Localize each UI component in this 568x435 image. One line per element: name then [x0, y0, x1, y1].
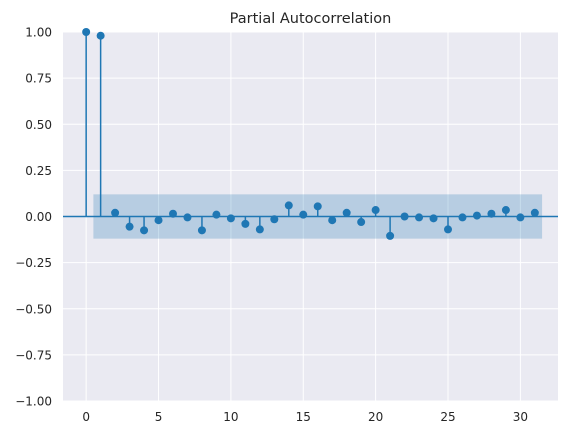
- y-tick-label: −0.75: [15, 348, 52, 362]
- y-tick-label: −0.50: [15, 302, 52, 316]
- marker-lag-28: [487, 209, 496, 218]
- marker-lag-20: [371, 206, 380, 215]
- x-axis-ticks: 0 5 10 15 20 25 30: [82, 410, 528, 424]
- x-tick-label: 0: [82, 410, 90, 424]
- marker-lag-13: [270, 215, 279, 224]
- marker-lag-7: [183, 213, 192, 222]
- marker-lag-11: [241, 219, 250, 228]
- y-tick-label: −1.00: [15, 395, 52, 409]
- marker-lag-17: [328, 216, 337, 225]
- marker-lag-31: [530, 208, 539, 217]
- marker-lag-23: [415, 213, 424, 222]
- marker-lag-22: [400, 212, 409, 221]
- x-tick-label: 5: [155, 410, 163, 424]
- marker-lag-29: [501, 206, 510, 215]
- marker-lag-10: [226, 214, 235, 223]
- y-tick-label: 0.50: [25, 118, 52, 132]
- marker-lag-14: [284, 201, 293, 210]
- marker-lag-5: [154, 216, 163, 225]
- y-tick-label: 0.25: [25, 164, 52, 178]
- marker-lag-6: [169, 209, 177, 218]
- x-tick-label: 25: [440, 410, 455, 424]
- marker-lag-0: [82, 28, 91, 36]
- marker-lag-30: [516, 213, 525, 222]
- marker-lag-21: [386, 231, 395, 240]
- x-tick-label: 15: [296, 410, 311, 424]
- marker-lag-15: [299, 210, 308, 219]
- marker-lag-1: [96, 31, 105, 40]
- marker-lag-24: [429, 214, 438, 223]
- y-tick-label: 1.00: [25, 26, 52, 40]
- marker-lag-19: [357, 218, 366, 227]
- x-tick-label: 30: [513, 410, 528, 424]
- y-axis-ticks: −1.00 −0.75 −0.50 −0.25 0.00 0.25 0.50 0.75 1.00: [15, 26, 52, 409]
- y-tick-label: 0.00: [25, 210, 52, 224]
- marker-lag-8: [197, 226, 206, 235]
- y-tick-label: 0.75: [25, 72, 52, 86]
- marker-lag-3: [125, 222, 134, 231]
- marker-lag-27: [472, 211, 481, 220]
- marker-lag-18: [342, 208, 351, 217]
- y-tick-label: −0.25: [15, 256, 52, 270]
- marker-lag-2: [111, 208, 120, 217]
- marker-lag-12: [255, 225, 264, 234]
- marker-lag-16: [313, 202, 322, 211]
- marker-lag-4: [140, 226, 149, 235]
- marker-lag-9: [212, 210, 221, 219]
- x-tick-label: 10: [223, 410, 238, 424]
- chart-title: Partial Autocorrelation: [230, 11, 392, 27]
- markers: [82, 28, 539, 240]
- grid-lines: [63, 31, 558, 402]
- marker-lag-25: [444, 225, 452, 234]
- marker-lag-26: [458, 213, 467, 222]
- x-tick-label: 20: [368, 410, 383, 424]
